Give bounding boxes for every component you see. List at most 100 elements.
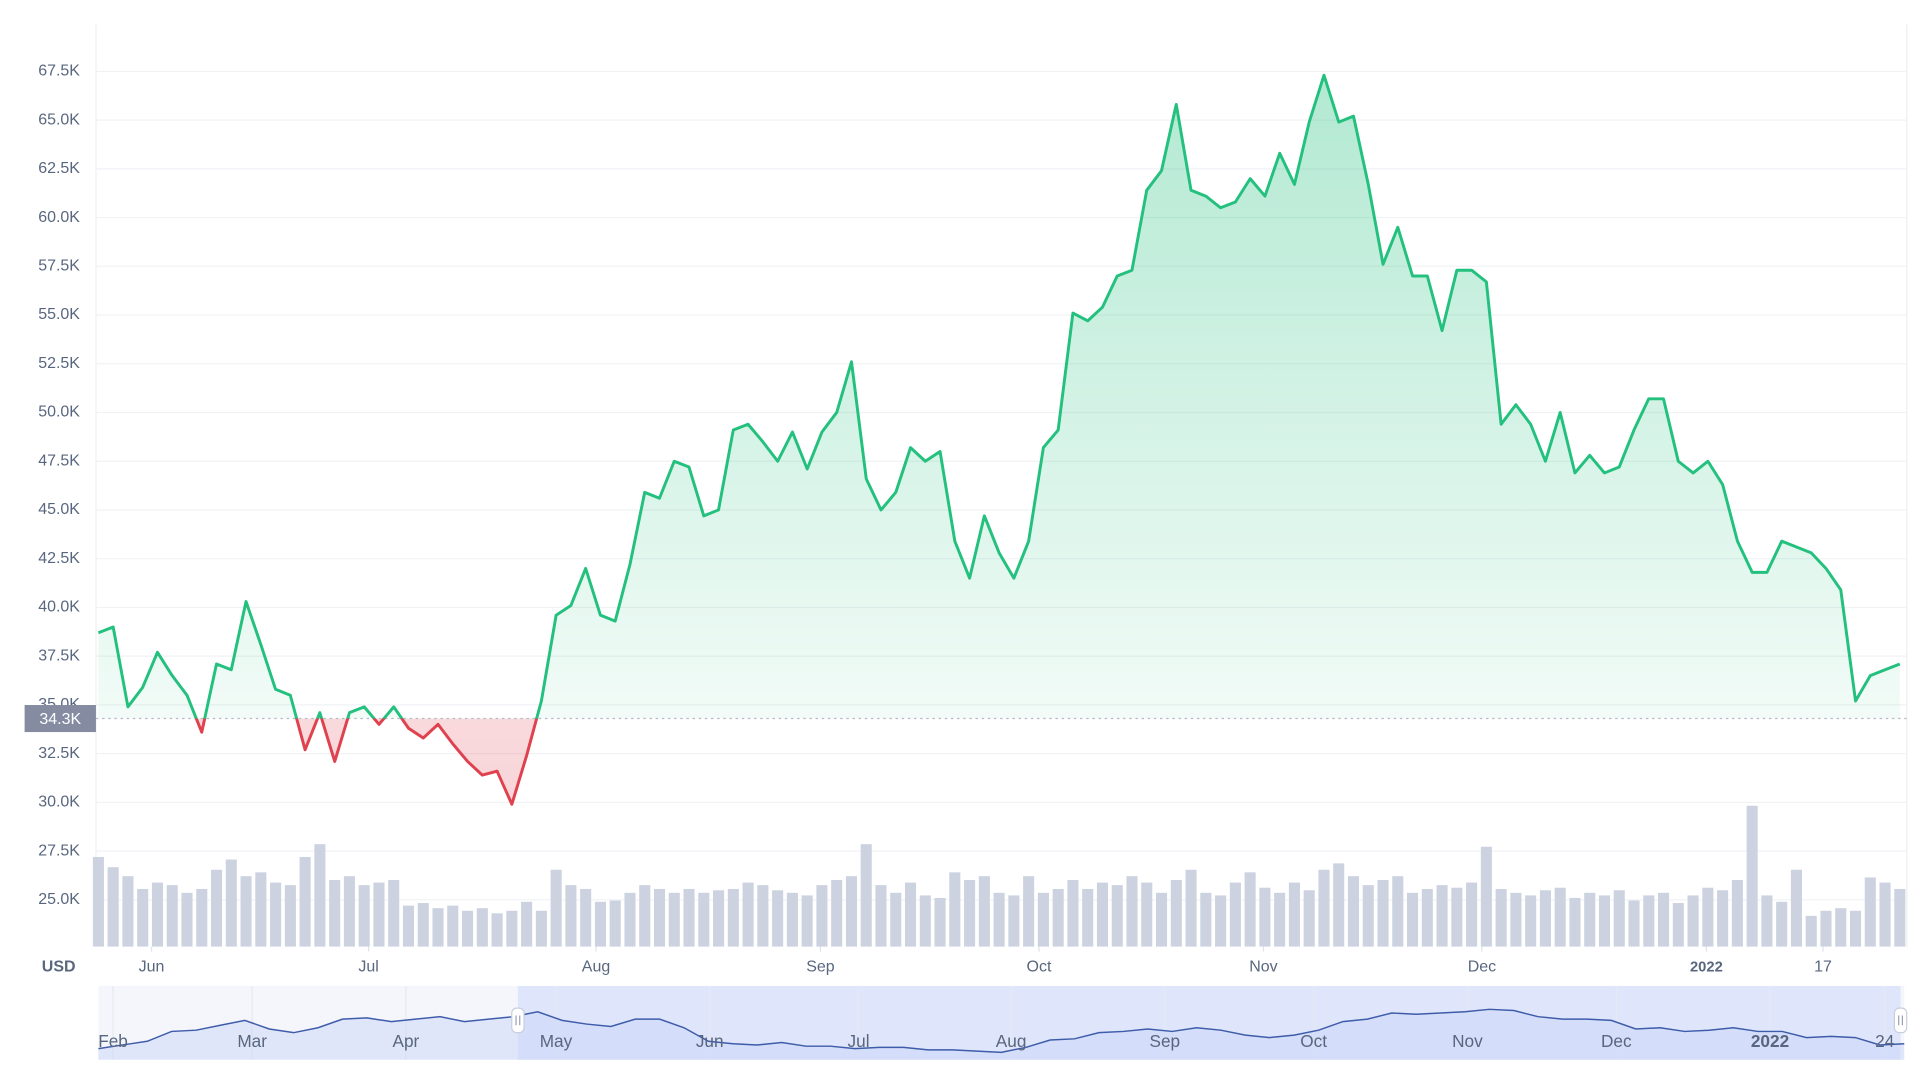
volume-bar	[757, 885, 769, 947]
volume-bar	[801, 895, 813, 947]
volume-bar	[653, 888, 666, 947]
volume-bar	[535, 910, 547, 947]
navigator-selection	[517, 985, 1901, 1060]
x-tick-label: 17	[1814, 959, 1832, 976]
x-tick-label: Jul	[358, 959, 378, 976]
volume-bar	[639, 885, 651, 947]
volume-bar	[1849, 910, 1862, 947]
volume-bar	[786, 892, 798, 947]
volume-bar	[993, 892, 1005, 947]
navigator-handle-grip	[515, 1015, 521, 1026]
volume-bar	[299, 856, 311, 947]
volume-bar	[1244, 872, 1256, 947]
y-tick-label: 37.5K	[38, 647, 80, 664]
volume-bar	[196, 888, 208, 947]
volume-bar	[1569, 897, 1581, 947]
navigator-line	[98, 1008, 1905, 1054]
volume-bar	[521, 901, 533, 947]
x-tick-label: Aug	[582, 959, 610, 976]
volume-bar	[949, 872, 961, 947]
volume-bar	[1037, 892, 1049, 947]
navigator-tick-label: Nov	[1452, 1031, 1483, 1051]
volume-bar	[1436, 885, 1448, 947]
volume-bar	[1288, 882, 1300, 947]
volume-bar	[329, 880, 341, 947]
y-tick-label: 50.0K	[38, 404, 80, 421]
navigator-tick-label: Feb	[98, 1031, 128, 1051]
x-tick-label: 2022	[1690, 959, 1723, 975]
navigator-tick-label: 2022	[1751, 1031, 1789, 1051]
volume-bar	[1687, 895, 1699, 947]
volume-bar	[1525, 895, 1537, 947]
volume-bar	[1274, 892, 1286, 947]
volume-bar	[772, 890, 784, 947]
volume-bar	[314, 844, 326, 947]
volume-bar	[1864, 877, 1876, 947]
volume-bar	[978, 876, 990, 947]
volume-bar	[92, 856, 104, 947]
volume-bar	[904, 882, 917, 947]
navigator-tick-label: 24	[1875, 1031, 1895, 1051]
volume-bar	[1658, 892, 1670, 947]
volume-bar	[624, 892, 636, 947]
y-tick-label: 65.0K	[38, 111, 80, 128]
volume-bar	[1111, 885, 1123, 947]
volume-bar	[1170, 880, 1182, 947]
volume-bar	[1628, 900, 1640, 947]
volume-bar	[402, 905, 415, 947]
volume-bar	[1141, 882, 1153, 947]
x-tick-label: Dec	[1468, 959, 1496, 976]
volume-bar	[594, 901, 606, 947]
y-tick-label: 30.0K	[38, 794, 80, 811]
navigator-handle[interactable]	[1893, 1007, 1908, 1034]
navigator-tick-label: Dec	[1601, 1031, 1632, 1051]
navigator-tick-label: May	[540, 1031, 573, 1051]
x-tick-label: Jun	[139, 959, 165, 976]
baseline-label-box	[24, 705, 96, 733]
y-tick-label: 27.5K	[38, 842, 80, 859]
volume-bar	[1096, 882, 1109, 947]
volume-bar	[860, 844, 872, 947]
volume-bar	[1347, 876, 1360, 947]
baseline-label: 34.3K	[39, 711, 81, 728]
navigator-tick-label: Jul	[848, 1031, 870, 1051]
volume-bar	[1082, 888, 1094, 947]
volume-bar	[491, 913, 503, 947]
x-tick-label: Nov	[1249, 959, 1277, 976]
navigator-tick-label: Jun	[696, 1031, 724, 1051]
volume-bar	[1717, 890, 1729, 947]
navigator-handle[interactable]	[511, 1007, 525, 1034]
y-tick-label: 40.0K	[38, 599, 80, 616]
volume-bar	[122, 876, 134, 947]
volume-bar	[1584, 892, 1596, 947]
volume-bar	[1480, 846, 1492, 947]
volume-bar	[1731, 880, 1743, 947]
volume-bar	[565, 885, 577, 947]
volume-bar	[580, 888, 592, 947]
navigator-tick-label: Apr	[392, 1031, 419, 1051]
volume-bar	[550, 869, 562, 947]
y-tick-label: 42.5K	[38, 550, 80, 567]
volume-bar	[1067, 880, 1079, 947]
volume-bar	[225, 859, 237, 947]
volume-bar	[1185, 869, 1197, 947]
volume-bar	[270, 882, 282, 947]
volume-bar	[284, 885, 296, 947]
x-tick-label: Sep	[806, 959, 835, 976]
volume-bar	[1598, 895, 1611, 947]
volume-bar	[845, 876, 857, 947]
y-tick-label: 45.0K	[38, 501, 80, 518]
volume-bar	[1333, 863, 1345, 947]
x-tick-label: Oct	[1027, 959, 1052, 976]
volume-bar	[1790, 869, 1802, 947]
y-tick-label: 60.0K	[38, 209, 80, 226]
volume-bar	[1835, 908, 1847, 947]
volume-bar	[1362, 885, 1374, 947]
volume-bar	[890, 892, 902, 947]
volume-bar	[934, 897, 946, 947]
volume-bar	[1466, 882, 1478, 947]
volume-bar	[1894, 888, 1906, 947]
volume-bar	[240, 876, 252, 947]
